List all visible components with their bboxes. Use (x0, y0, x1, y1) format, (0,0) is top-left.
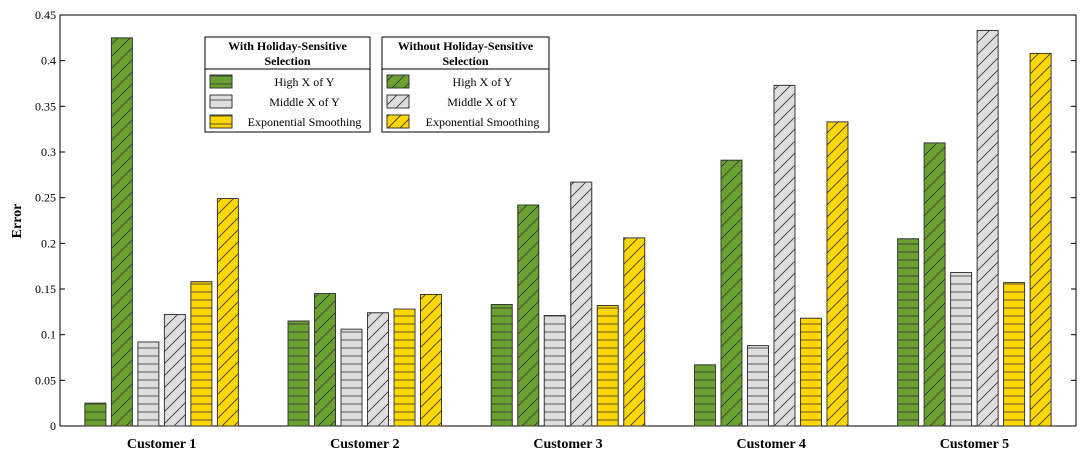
legend-entry-label: Exponential Smoothing (248, 115, 362, 129)
legend-swatch-hatch (386, 74, 410, 89)
y-tick-label: 0.2 (41, 236, 56, 250)
bar-hatch (826, 121, 849, 427)
x-tick-label: Customer 4 (737, 437, 806, 452)
bar-hatch (773, 84, 796, 427)
y-tick-label: 0.15 (35, 282, 56, 296)
bar-hatch (950, 272, 973, 427)
bar-hatch (340, 328, 363, 427)
y-tick-label: 0.05 (35, 373, 56, 387)
bar-hatch (137, 341, 160, 427)
legend-group-title: Without Holiday-Sensitive (398, 39, 534, 53)
bars (84, 30, 1052, 427)
bar-hatch (976, 30, 999, 427)
legend-swatch-hatch (386, 114, 410, 129)
legend-entry-label: Middle X of Y (447, 95, 518, 109)
y-axis-label: Error (10, 204, 25, 239)
bar-hatch (490, 304, 513, 427)
x-tick-label: Customer 5 (940, 437, 1009, 452)
legend-swatch-hatch (209, 74, 233, 89)
y-axis: 0 0.05 0.1 0.15 0.2 0.25 0.3 0.35 0.4 0.45 (35, 8, 1076, 433)
bar-hatch (216, 198, 239, 427)
bar-hatch (543, 315, 566, 427)
legend-group-title: With Holiday-Sensitive (228, 39, 347, 53)
bar-hatch (596, 305, 619, 427)
bar-hatch (110, 37, 133, 427)
y-tick-label: 0.3 (41, 145, 56, 159)
bar-hatch (287, 320, 310, 427)
legend-box (204, 36, 371, 133)
legend-swatch-hatch (209, 114, 233, 129)
bar-hatch (163, 314, 186, 427)
bar-hatch (367, 312, 389, 427)
bar-hatch (1003, 282, 1026, 427)
x-axis: Customer 1 Customer 2 Customer 3 Customer 4… (127, 437, 1009, 452)
bar-hatch (420, 294, 442, 427)
bar-hatch (570, 181, 593, 427)
legend-swatch-hatch (209, 94, 233, 109)
bar-hatch (720, 159, 743, 427)
x-tick-label: Customer 2 (330, 437, 399, 452)
y-tick-label: 0.1 (41, 328, 56, 342)
bar-hatch (897, 238, 920, 427)
y-tick-label: 0 (50, 419, 56, 433)
y-tick-label: 0.4 (41, 54, 56, 68)
bar-hatch (190, 281, 213, 427)
bar-hatch (314, 293, 336, 427)
legend-entry-label: High X of Y (453, 75, 513, 89)
bar-hatch (84, 402, 107, 427)
legend-entry-label: Middle X of Y (269, 95, 340, 109)
bar-hatch (747, 345, 769, 427)
bar-hatch (1029, 52, 1052, 427)
y-tick-label: 0.35 (35, 99, 56, 113)
legend-entry-label: Exponential Smoothing (426, 115, 540, 129)
bar-hatch (923, 142, 946, 427)
x-tick-label: Customer 3 (533, 437, 602, 452)
bar-hatch (623, 237, 646, 427)
y-tick-label: 0.45 (35, 8, 56, 22)
legend-group-title: Selection (443, 54, 489, 68)
legend-box (381, 36, 550, 133)
legend-swatch-hatch (386, 94, 410, 109)
y-tick-label: 0.25 (35, 191, 56, 205)
legend-entry-label: High X of Y (275, 75, 335, 89)
bar-hatch (517, 204, 540, 427)
legend-group-title: Selection (265, 54, 311, 68)
bar-hatch (694, 364, 716, 427)
x-tick-label: Customer 1 (127, 437, 196, 452)
bar-hatch (800, 317, 822, 427)
bar-hatch (393, 308, 416, 427)
